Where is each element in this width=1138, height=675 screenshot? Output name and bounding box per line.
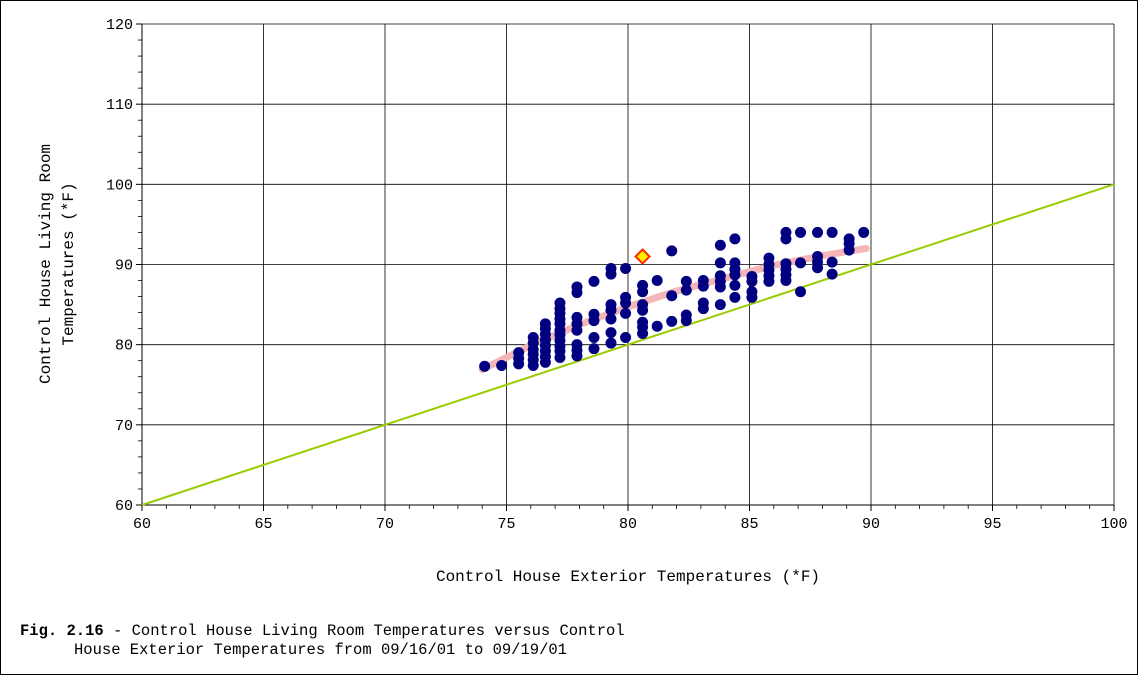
data-point	[795, 226, 807, 238]
data-point	[620, 263, 632, 275]
y-tick-label: 60	[115, 498, 133, 515]
data-point	[620, 307, 632, 319]
y-axis-title-line2: Temperatures (*F)	[60, 182, 78, 345]
x-tick-label: 100	[1100, 516, 1127, 533]
y-tick-label: 80	[115, 338, 133, 355]
figure-caption: Fig. 2.16 - Control House Living Room Te…	[20, 622, 625, 660]
data-point	[680, 275, 692, 287]
data-point	[666, 245, 678, 257]
x-tick-label: 65	[254, 516, 272, 533]
data-point	[588, 343, 600, 355]
highlight-points	[634, 248, 651, 265]
data-point	[588, 275, 600, 287]
data-point	[527, 331, 539, 343]
x-tick-label: 95	[983, 516, 1001, 533]
data-point	[637, 316, 649, 328]
y-tick-label: 100	[106, 177, 133, 194]
y-axis-title-line1: Control House Living Room	[37, 144, 55, 384]
figure-label: Fig. 2.16	[20, 622, 104, 640]
y-tick-labels: 60 70 80 90 100 110 120	[106, 17, 133, 515]
data-point	[651, 275, 663, 287]
data-point	[605, 299, 617, 311]
data-point	[620, 331, 632, 343]
x-tick-labels: 60 65 70 75 80 85 90 95 100	[133, 516, 1128, 533]
data-point	[729, 291, 741, 303]
data-point	[812, 226, 824, 238]
x-tick-label: 70	[376, 516, 394, 533]
data-point	[826, 226, 838, 238]
data-point	[826, 268, 838, 280]
data-point	[605, 263, 617, 275]
scatter-chart: 60 65 70 75 80 85 90 95 100 60 70 80 90 100 110 120 Co…	[37, 17, 1128, 586]
x-tick-label: 80	[619, 516, 637, 533]
x-tick-label: 90	[862, 516, 880, 533]
x-tick-label: 75	[497, 516, 515, 533]
data-point	[588, 331, 600, 343]
x-tick-label: 60	[133, 516, 151, 533]
data-point	[795, 286, 807, 298]
data-point	[666, 315, 678, 327]
data-point	[605, 327, 617, 339]
data-point	[812, 250, 824, 262]
data-point	[697, 275, 709, 287]
data-point	[680, 284, 692, 296]
data-point	[554, 297, 566, 309]
data-point	[651, 320, 663, 332]
data-point	[843, 233, 855, 245]
data-point	[620, 291, 632, 303]
reference-line-segment	[141, 183, 1115, 506]
y-tick-label: 90	[115, 258, 133, 275]
highlight-diamond-point	[634, 248, 651, 265]
data-point	[763, 252, 775, 264]
data-point	[746, 286, 758, 298]
caption-text-line2: House Exterior Temperatures from 09/16/0…	[74, 641, 567, 659]
data-point	[605, 337, 617, 349]
data-point	[714, 257, 726, 269]
data-point	[605, 313, 617, 325]
y-tick-label: 110	[106, 97, 133, 114]
data-point	[780, 226, 792, 238]
x-axis-title: Control House Exterior Temperatures (*F)	[436, 568, 820, 586]
data-point	[697, 297, 709, 309]
data-point	[513, 347, 525, 359]
minor-ticks	[136, 23, 1115, 511]
y-tick-label: 120	[106, 17, 133, 34]
axes	[141, 24, 1114, 506]
data-point	[729, 257, 741, 269]
data-point	[729, 233, 741, 245]
data-point	[666, 290, 678, 302]
data-point	[746, 271, 758, 283]
data-point	[826, 256, 838, 268]
data-point	[571, 281, 583, 293]
data-point	[714, 270, 726, 282]
data-point	[858, 226, 870, 238]
data-points	[479, 226, 870, 372]
y-tick-label: 70	[115, 418, 133, 435]
data-point	[637, 299, 649, 311]
data-point	[571, 311, 583, 323]
data-point	[571, 339, 583, 351]
reference-line	[141, 183, 1115, 506]
data-point	[588, 308, 600, 320]
data-point	[680, 309, 692, 321]
data-point	[714, 299, 726, 311]
data-point	[539, 318, 551, 330]
data-point	[637, 279, 649, 291]
data-point	[479, 360, 491, 372]
data-point	[795, 257, 807, 269]
data-point	[496, 360, 508, 372]
data-point	[714, 239, 726, 251]
caption-text-line1: - Control House Living Room Temperatures…	[103, 622, 625, 640]
data-point	[729, 279, 741, 291]
data-point	[780, 258, 792, 270]
x-tick-label: 85	[740, 516, 758, 533]
